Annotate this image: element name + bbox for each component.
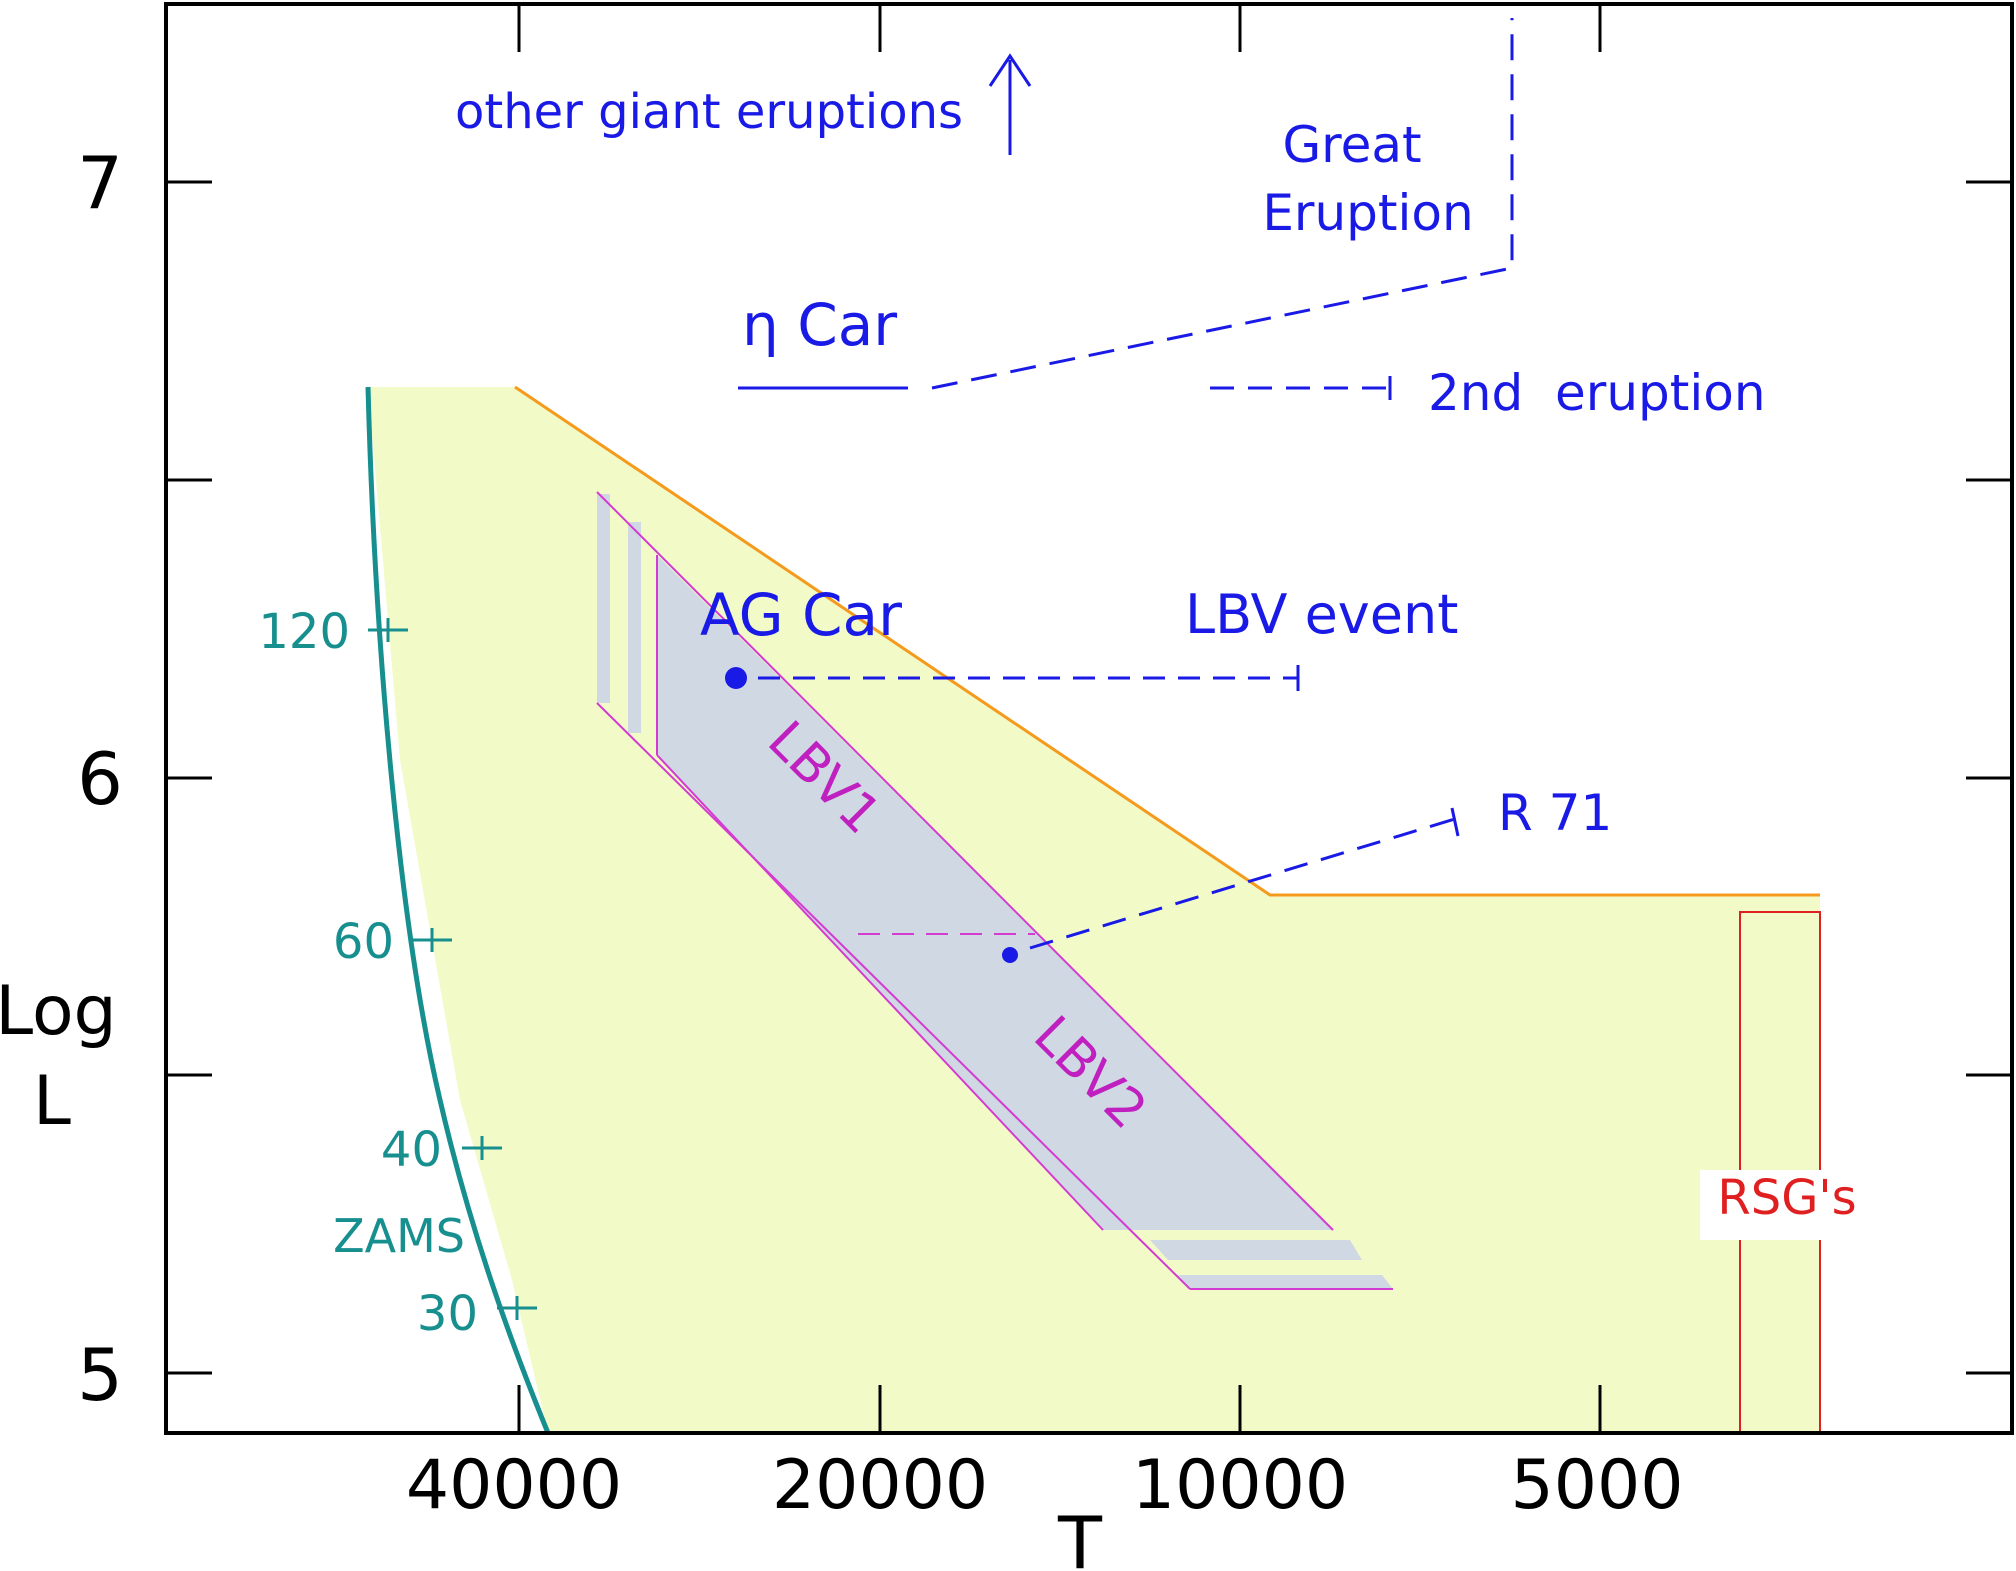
- r71-endcap: [1450, 807, 1460, 837]
- rsg-label: RSG's: [1717, 1170, 1856, 1226]
- up-arrow-head-icon: [988, 53, 1032, 87]
- y-tick-label-7: 7: [77, 141, 123, 225]
- x-tick-label-10000: 10000: [1132, 1446, 1348, 1525]
- y-tick-marks: [166, 180, 2012, 1375]
- lbv-strip-hatch-3: [1150, 1240, 1362, 1260]
- zams-mass-label-120: 120: [258, 604, 350, 660]
- great-eruption-label: Great Eruption: [1262, 116, 1473, 242]
- second-eruption-label: 2nd eruption: [1428, 364, 1766, 422]
- x-tick-label-5000: 5000: [1510, 1446, 1683, 1525]
- zams-label: ZAMS: [333, 1209, 465, 1263]
- r71-label: R 71: [1498, 784, 1612, 842]
- y-tick-label-5: 5: [77, 1333, 123, 1417]
- lbv-strip-hatch-2: [628, 522, 641, 733]
- r71-point: [1002, 947, 1018, 963]
- x-tick-label-40000: 40000: [406, 1446, 622, 1525]
- great-eruption-line-2: Eruption: [1262, 184, 1473, 242]
- lbv-strip-inner-line-b: [656, 754, 1104, 1231]
- lbv-strip-upper-edge: [596, 491, 1334, 1231]
- zams-mass-label-30: 30: [417, 1286, 478, 1342]
- x-tick-label-20000: 20000: [772, 1446, 988, 1525]
- great-eruption-line-1: Great: [1282, 116, 1421, 174]
- plot-frame: [164, 2, 2014, 1435]
- other-eruptions-label: other giant eruptions: [455, 84, 963, 140]
- rsg-label-bg: [1700, 1170, 1860, 1240]
- lbv-strip-hatch-1: [597, 494, 610, 703]
- eta-car-label: η Car: [742, 291, 897, 359]
- zams-mass-label-60: 60: [333, 914, 394, 970]
- lbv-strip-lower-edge: [596, 702, 1191, 1290]
- zams-mass-label-40: 40: [381, 1122, 442, 1178]
- stable-region-fill: [368, 387, 1820, 1433]
- y-tick-label-6: 6: [77, 737, 123, 821]
- lbv-event-label: LBV event: [1185, 583, 1458, 646]
- ag-car-point: [725, 667, 747, 689]
- zams-curve: [365, 386, 551, 1434]
- zams-mass-ticks: [368, 618, 537, 1320]
- x-axis-label: T: [1057, 1501, 1103, 1571]
- lbv-strip-hatch-4: [1178, 1275, 1393, 1289]
- y-axis-label-line1: Log: [0, 972, 117, 1051]
- x-tick-marks: [517, 4, 1602, 1433]
- hd-limit-line: [514, 385, 1820, 897]
- y-axis-label-line2: L: [33, 1062, 71, 1141]
- ag-car-label: AG Car: [700, 581, 902, 649]
